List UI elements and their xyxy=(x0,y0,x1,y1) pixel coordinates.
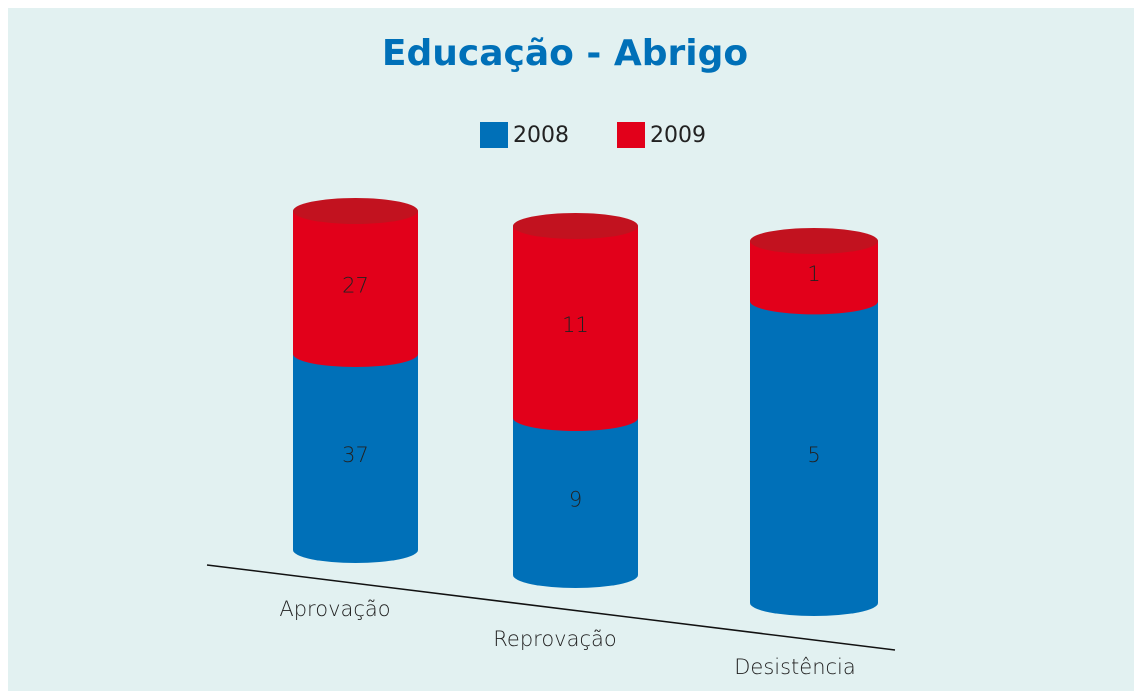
x-tick-label: Aprovação xyxy=(279,597,390,621)
legend-label: 2009 xyxy=(650,123,706,148)
bar-segment xyxy=(750,301,878,616)
bar-segment xyxy=(293,354,418,563)
data-label: 27 xyxy=(342,274,369,298)
data-label: 9 xyxy=(569,487,582,511)
bar-segment xyxy=(293,211,418,368)
legend-swatch xyxy=(480,122,508,148)
x-tick-label: Reprovação xyxy=(493,627,616,651)
legend-swatch xyxy=(617,122,645,148)
data-label: 1 xyxy=(807,262,820,286)
chart-title: Educação - Abrigo xyxy=(382,33,748,74)
bar-segment xyxy=(750,241,878,315)
bar-segment xyxy=(513,226,638,431)
legend-label: 2008 xyxy=(513,123,569,148)
cylinder-top xyxy=(293,198,418,224)
cylinder-top xyxy=(513,213,638,239)
data-label: 11 xyxy=(562,313,589,337)
x-tick-label: Desistência xyxy=(734,655,856,679)
bar-segment xyxy=(513,417,638,588)
baseline xyxy=(206,564,896,651)
data-label: 5 xyxy=(807,443,820,467)
data-label: 37 xyxy=(342,443,369,467)
cylinder-top xyxy=(750,228,878,254)
